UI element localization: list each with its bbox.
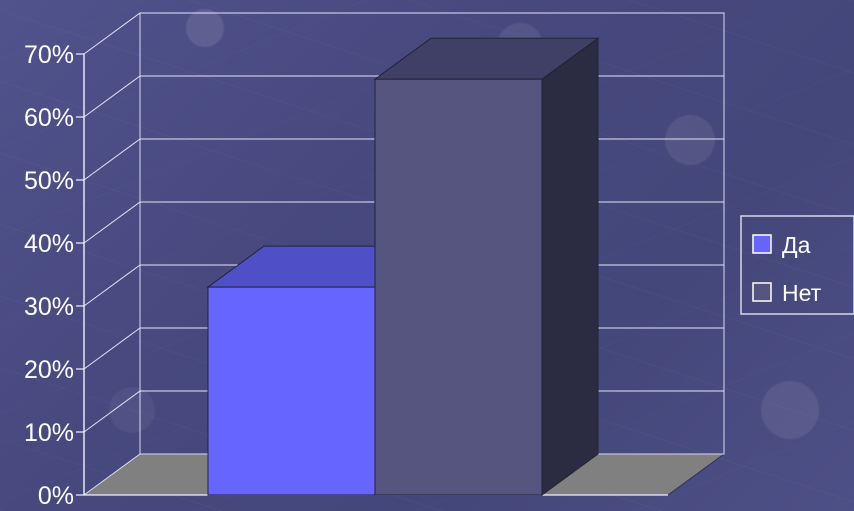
- y-tick-label-0: 0%: [38, 482, 74, 510]
- legend-swatch-net: [752, 282, 772, 302]
- legend-box: [740, 215, 854, 315]
- gridline-side: [83, 75, 141, 118]
- gridline-side: [83, 12, 141, 55]
- y-tick-label-4: 40%: [24, 230, 74, 258]
- value-axis: 0% 10% 20% 30% 40% 50% 60% 70%: [24, 41, 668, 510]
- y-tick-label-5: 50%: [24, 167, 74, 195]
- gridline-side: [83, 327, 141, 370]
- gridline-side: [83, 453, 141, 496]
- y-tick-label-6: 60%: [24, 104, 74, 132]
- y-tick-label-2: 20%: [24, 356, 74, 384]
- bar-front-0: [207, 286, 376, 496]
- chart-legend: Да Нет: [740, 215, 854, 315]
- gridline-side: [83, 390, 141, 433]
- gridline-side: [83, 201, 141, 244]
- bar-front-1: [374, 78, 543, 496]
- y-tick-label-3: 30%: [24, 293, 74, 321]
- y-tick-label-7: 70%: [24, 41, 74, 69]
- gridline-side: [83, 264, 141, 307]
- bars: [206, 37, 600, 496]
- y-tick-label-1: 10%: [24, 419, 74, 447]
- gridline-side: [83, 138, 141, 181]
- legend-label-da: Да: [782, 232, 811, 258]
- legend-swatch-da: [752, 234, 772, 254]
- bar-side-1: [541, 37, 599, 496]
- legend-label-net: Нет: [782, 280, 822, 306]
